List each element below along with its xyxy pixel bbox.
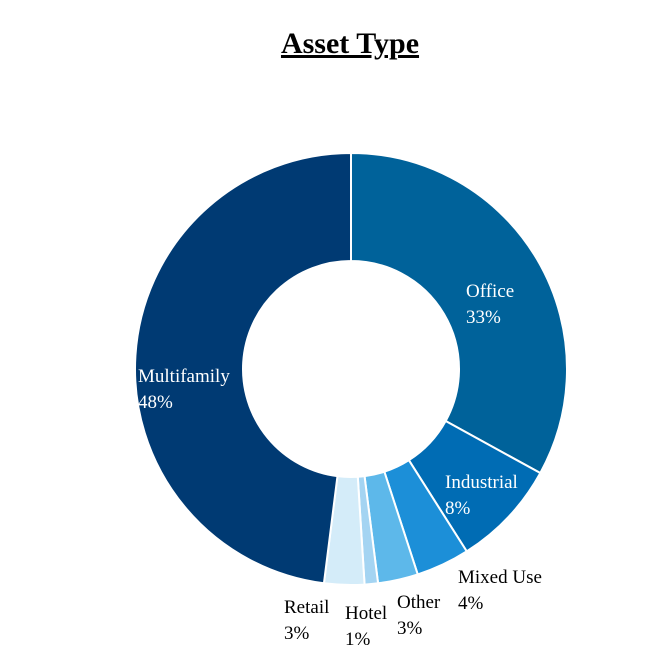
slice-label-value: 8% xyxy=(445,498,471,519)
slice-label-value: 48% xyxy=(138,392,173,413)
slice-label-value: 1% xyxy=(345,629,371,650)
slice-label-name: Office xyxy=(466,281,514,302)
slice-label-name: Mixed Use xyxy=(458,567,542,588)
slice-multifamily xyxy=(134,151,352,585)
slice-label-value: 4% xyxy=(458,593,484,614)
slice-label-name: Multifamily xyxy=(138,366,230,387)
chart-title: Asset Type xyxy=(281,27,419,60)
slice-label-mixed-use: Mixed Use 4% xyxy=(458,567,542,614)
slice-label-value: 3% xyxy=(397,618,423,639)
slice-label-name: Hotel xyxy=(345,603,387,624)
slice-label-value: 3% xyxy=(284,623,310,644)
slice-label-retail: Retail 3% xyxy=(284,597,329,644)
slice-label-industrial: Industrial 8% xyxy=(445,472,518,519)
slice-label-multifamily: Multifamily 48% xyxy=(138,366,230,413)
slice-label-value: 33% xyxy=(466,307,501,328)
donut-slices xyxy=(134,151,568,586)
slice-labels: Office 33% Industrial 8% Mixed Use 4% Other 3% H… xyxy=(138,281,542,650)
slice-label-other: Other 3% xyxy=(397,592,441,639)
slice-label-hotel: Hotel 1% xyxy=(345,603,387,650)
slice-office xyxy=(350,151,568,475)
slice-label-name: Other xyxy=(397,592,441,613)
slice-label-name: Retail xyxy=(284,597,329,618)
slice-label-office: Office 33% xyxy=(466,281,514,328)
slice-label-name: Industrial xyxy=(445,472,518,493)
